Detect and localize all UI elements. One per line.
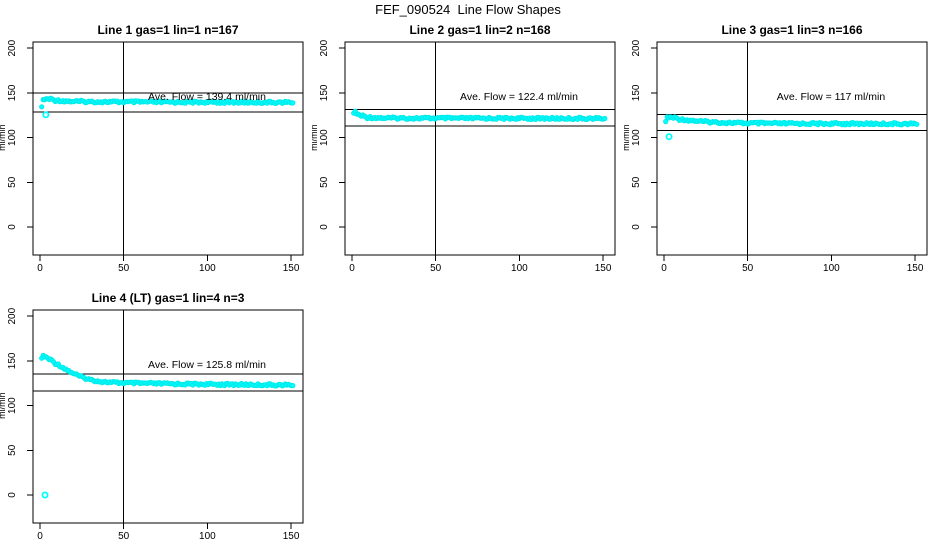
y-tick-label: 200 — [319, 39, 330, 56]
y-tick-label: 100 — [7, 129, 18, 146]
subplot-title: Line 3 gas=1 lin=3 n=166 — [721, 23, 862, 37]
x-tick-label: 100 — [199, 263, 216, 272]
x-axis: 0 50 100 150 — [37, 255, 300, 272]
x-tick-label: 150 — [595, 263, 612, 272]
plot-box — [32, 309, 304, 524]
x-tick-label: 150 — [907, 263, 924, 272]
y-tick-label: 150 — [7, 352, 18, 369]
x-tick-label: 50 — [430, 263, 442, 272]
x-tick-label: 100 — [511, 263, 528, 272]
data-point — [290, 383, 296, 389]
x-tick-label: 0 — [37, 263, 43, 272]
subplot-title: Line 1 gas=1 lin=1 n=167 — [97, 23, 238, 37]
x-tick-label: 0 — [661, 263, 667, 272]
x-tick-label: 100 — [199, 531, 216, 540]
data-point — [39, 104, 45, 110]
data-point — [602, 115, 608, 122]
data-points — [39, 95, 296, 110]
y-tick-label: 150 — [631, 84, 642, 101]
y-axis-title: ml/min — [312, 124, 319, 151]
y-tick-label: 200 — [7, 39, 18, 56]
x-tick-label: 0 — [37, 531, 43, 540]
x-tick-label: 150 — [283, 263, 300, 272]
y-tick-label: 50 — [631, 176, 642, 188]
data-points — [351, 108, 608, 123]
ave-flow-label: Ave. Flow = 122.4 ml/min — [460, 91, 578, 103]
x-tick-label: 50 — [742, 263, 754, 272]
data-point — [290, 100, 296, 106]
subplot-line-2: 0 50 100 150 200 ml/min 0 50 100 150 Line 2 gas=1 … — [312, 20, 624, 272]
y-tick-label: 100 — [631, 129, 642, 146]
y-tick-label: 50 — [7, 444, 18, 456]
y-axis: 0 50 100 150 200 ml/min — [312, 39, 345, 230]
x-axis: 0 50 100 150 — [37, 523, 300, 540]
ave-flow-label: Ave. Flow = 139.4 ml/min — [148, 91, 266, 103]
y-tick-label: 100 — [319, 129, 330, 146]
y-tick-label: 0 — [631, 224, 642, 230]
ave-flow-label: Ave. Flow = 125.8 ml/min — [148, 359, 266, 371]
data-point — [914, 121, 920, 127]
y-tick-label: 0 — [7, 224, 18, 230]
y-tick-label: 200 — [7, 307, 18, 324]
y-tick-label: 150 — [7, 84, 18, 101]
x-tick-label: 50 — [118, 263, 130, 272]
x-axis: 0 50 100 150 — [349, 255, 612, 272]
plot-canvas-4: 0 50 100 150 200 ml/min 0 50 100 150 Line 4 (LT) g… — [0, 291, 304, 540]
y-axis-title: ml/min — [0, 392, 7, 419]
y-tick-label: 50 — [7, 176, 18, 188]
data-points — [39, 352, 296, 389]
y-tick-label: 150 — [319, 84, 330, 101]
y-axis-title: ml/min — [0, 124, 7, 151]
y-axis-title: ml/min — [624, 124, 631, 151]
subplot-title: Line 2 gas=1 lin=2 n=168 — [409, 23, 550, 37]
outlier-point — [41, 491, 49, 499]
y-tick-label: 50 — [319, 176, 330, 188]
x-axis: 0 50 100 150 — [661, 255, 924, 272]
data-point — [663, 118, 669, 125]
y-axis: 0 50 100 150 200 ml/min — [0, 307, 33, 498]
plot-box — [32, 41, 304, 256]
main-title: FEF_090524 Line Flow Shapes — [375, 2, 561, 17]
plot-box — [656, 41, 928, 256]
subplot-line-3: 0 50 100 150 200 ml/min 0 50 100 150 Line 3 gas=1 … — [624, 20, 936, 272]
y-tick-label: 200 — [631, 39, 642, 56]
subplot-title: Line 4 (LT) gas=1 lin=4 n=3 — [92, 291, 245, 305]
plot-canvas-3: 0 50 100 150 200 ml/min 0 50 100 150 Line 3 gas=1 … — [624, 23, 928, 272]
y-tick-label: 100 — [7, 397, 18, 414]
x-tick-label: 100 — [823, 263, 840, 272]
subplot-line-4: 0 50 100 150 200 ml/min 0 50 100 150 Line 4 (LT) g… — [0, 288, 312, 540]
plot-canvas-2: 0 50 100 150 200 ml/min 0 50 100 150 Line 2 gas=1 … — [312, 23, 616, 272]
data-points — [663, 114, 920, 128]
subplot-line-1: 0 50 100 150 200 ml/min 0 50 100 150 Line 1 gas=1 … — [0, 20, 312, 272]
y-tick-label: 0 — [319, 224, 330, 230]
plot-box — [344, 41, 616, 256]
y-axis: 0 50 100 150 200 ml/min — [0, 39, 33, 230]
y-tick-label: 0 — [7, 492, 18, 498]
plot-canvas-1: 0 50 100 150 200 ml/min 0 50 100 150 Line 1 gas=1 … — [0, 23, 304, 272]
outlier-point — [665, 133, 673, 141]
x-tick-label: 150 — [283, 531, 300, 540]
ave-flow-label: Ave. Flow = 117 ml/min — [777, 91, 886, 103]
outlier-point — [42, 111, 50, 119]
x-tick-label: 0 — [349, 263, 355, 272]
y-axis: 0 50 100 150 200 ml/min — [624, 39, 657, 230]
x-tick-label: 50 — [118, 531, 130, 540]
